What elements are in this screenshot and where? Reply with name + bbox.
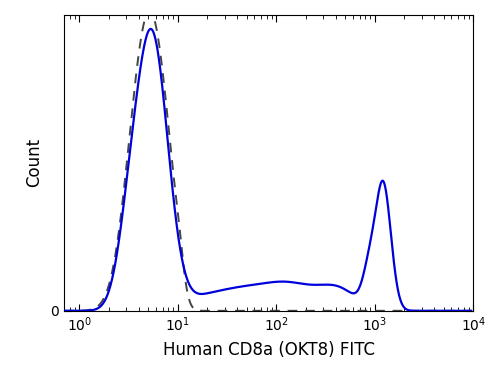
- X-axis label: Human CD8a (OKT8) FITC: Human CD8a (OKT8) FITC: [163, 341, 375, 359]
- Y-axis label: Count: Count: [26, 138, 43, 187]
